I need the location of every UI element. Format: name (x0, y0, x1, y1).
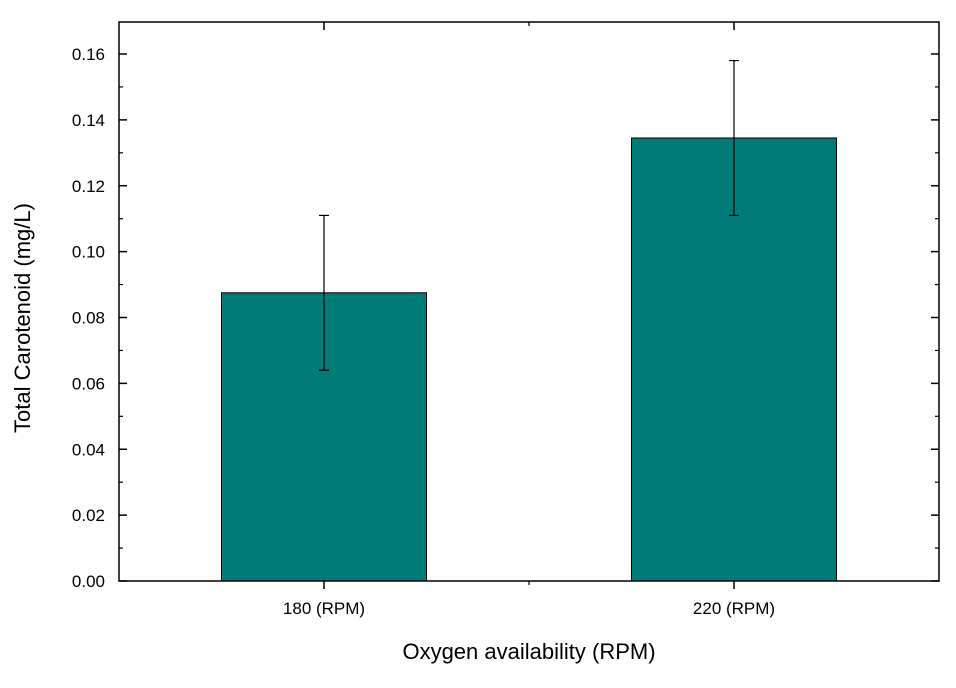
y-tick-label: 0.14 (72, 111, 105, 130)
x-axis: 180 (RPM) 220 (RPM) (283, 22, 775, 618)
error-bars-group (319, 59, 739, 371)
bars-group (221, 137, 837, 582)
x-axis-title: Oxygen availability (RPM) (402, 639, 655, 664)
x-tick-label: 180 (RPM) (283, 599, 365, 618)
y-tick-label: 0.06 (72, 374, 105, 393)
y-tick-label: 0.00 (72, 572, 105, 591)
y-tick-label: 0.12 (72, 177, 105, 196)
y-tick-label: 0.16 (72, 45, 105, 64)
y-tick-label: 0.02 (72, 506, 105, 525)
y-tick-label: 0.10 (72, 243, 105, 262)
y-tick-label: 0.08 (72, 309, 105, 328)
y-axis: 0.00 0.02 0.04 0.06 0.08 0.10 0.12 0.14 0.16 (72, 45, 939, 591)
y-axis-title: Total Carotenoid (mg/L) (10, 203, 35, 433)
x-tick-label: 220 (RPM) (693, 599, 775, 618)
y-tick-label: 0.04 (72, 440, 105, 459)
